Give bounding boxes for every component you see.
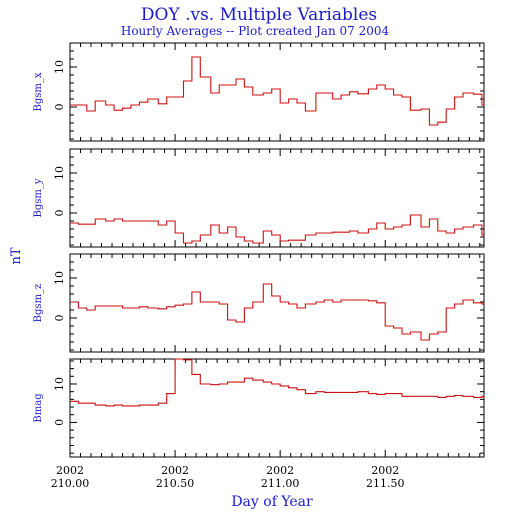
shared-y-axis-label: nT bbox=[9, 247, 24, 264]
x-tick-doy-label: 211.50 bbox=[366, 477, 405, 490]
y-tick-label: 0 bbox=[53, 315, 66, 322]
x-tick-doy-label: 211.00 bbox=[261, 477, 300, 490]
y-tick-label: 0 bbox=[53, 104, 66, 111]
series-line-bgsm-y bbox=[70, 214, 484, 244]
panel-frame bbox=[69, 148, 485, 248]
y-tick-label: 0 bbox=[53, 419, 66, 426]
panel-bmag: 0 10 Bmag bbox=[33, 358, 485, 458]
panel-y-label: Bgsm_y bbox=[33, 178, 44, 217]
y-tick-label: 10 bbox=[53, 271, 66, 285]
y-tick-label: 10 bbox=[53, 60, 66, 74]
series-line-bmag bbox=[70, 358, 484, 407]
panel-frame bbox=[69, 358, 485, 458]
x-tick-year-label: 2002 bbox=[161, 464, 189, 477]
series-line-bgsm-x bbox=[70, 56, 484, 126]
x-tick-doy-label: 210.50 bbox=[156, 477, 195, 490]
panel-bgsm-y: 0 10 Bgsm_y bbox=[33, 148, 485, 248]
panel-frame bbox=[69, 42, 485, 142]
chart-title: DOY .vs. Multiple Variables bbox=[141, 5, 377, 25]
x-tick-year-label: 2002 bbox=[266, 464, 294, 477]
y-tick-label: 0 bbox=[53, 210, 66, 217]
x-axis-label: Day of Year bbox=[231, 494, 313, 510]
x-tick-year-label: 2002 bbox=[371, 464, 399, 477]
panel-y-label: Bgsm_x bbox=[33, 72, 44, 111]
panel-y-label: Bmag bbox=[33, 393, 44, 423]
x-tick-doy-label: 210.00 bbox=[51, 477, 90, 490]
y-tick-label: 10 bbox=[53, 166, 66, 180]
y-tick-label: 10 bbox=[53, 377, 66, 391]
panel-bgsm-z: 0 10 Bgsm_z bbox=[33, 253, 485, 353]
panel-frame bbox=[69, 253, 485, 353]
x-tick-year-label: 2002 bbox=[56, 464, 84, 477]
series-line-bgsm-z bbox=[70, 283, 484, 341]
panel-bgsm-x: 0 10 Bgsm_x bbox=[33, 42, 485, 142]
panel-y-label: Bgsm_z bbox=[33, 284, 44, 323]
chart-subtitle: Hourly Averages -- Plot created Jan 07 2… bbox=[121, 24, 390, 38]
